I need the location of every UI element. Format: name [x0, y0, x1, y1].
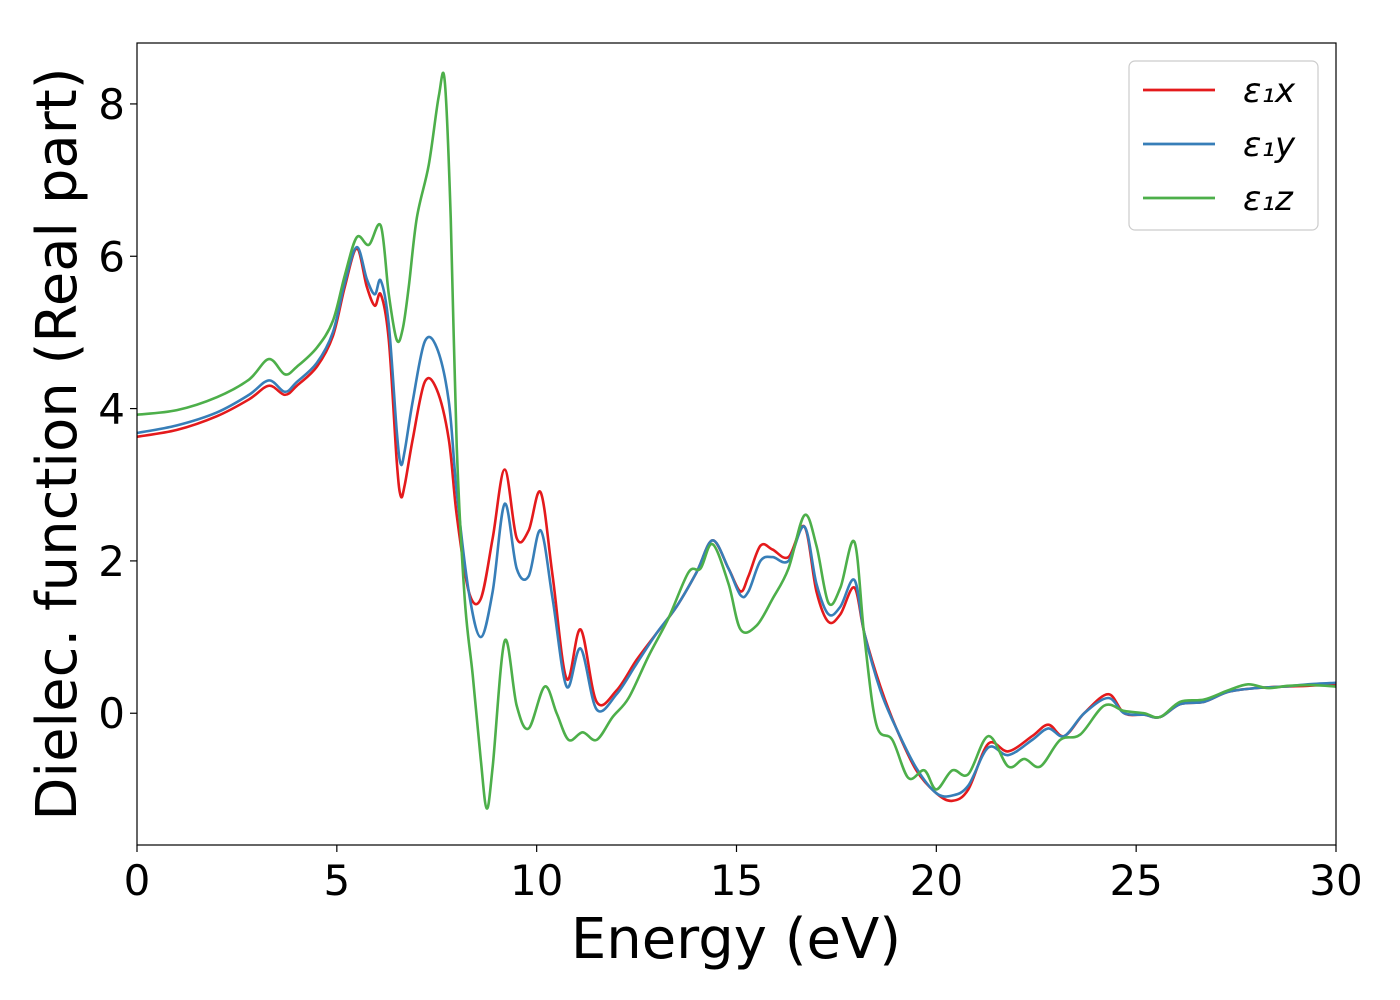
x-axis: 0 5 10 15 20 25 30 [124, 845, 1363, 905]
y-axis-title: Dielec. function (Real part) [25, 67, 90, 820]
legend: ε₁x ε₁y ε₁z [1128, 60, 1319, 231]
series-layer [137, 71, 1336, 810]
x-tick-label: 5 [323, 856, 350, 905]
legend-label: ε₁z [1243, 179, 1294, 219]
x-tick-label: 20 [910, 856, 963, 905]
x-tick-label: 15 [710, 856, 763, 905]
y-tick-label: 6 [98, 232, 125, 281]
y-tick-label: 0 [98, 689, 125, 738]
legend-entries: ε₁x ε₁y ε₁z [1143, 71, 1296, 219]
legend-label: ε₁y [1243, 125, 1296, 165]
legend-box [1128, 60, 1319, 231]
series-line-2 [137, 245, 1336, 798]
y-tick-label: 2 [98, 537, 125, 586]
series-line-3 [137, 71, 1336, 810]
y-tick-label: 8 [98, 80, 125, 129]
x-tick-label: 30 [1309, 856, 1362, 905]
x-tick-label: 0 [124, 856, 151, 905]
legend-label: ε₁x [1243, 71, 1296, 111]
y-tick-label: 4 [98, 385, 125, 434]
x-tick-label: 10 [510, 856, 563, 905]
x-tick-label: 25 [1109, 856, 1162, 905]
x-axis-title: Energy (eV) [571, 907, 901, 972]
y-axis: 0 2 4 6 8 [98, 80, 137, 738]
